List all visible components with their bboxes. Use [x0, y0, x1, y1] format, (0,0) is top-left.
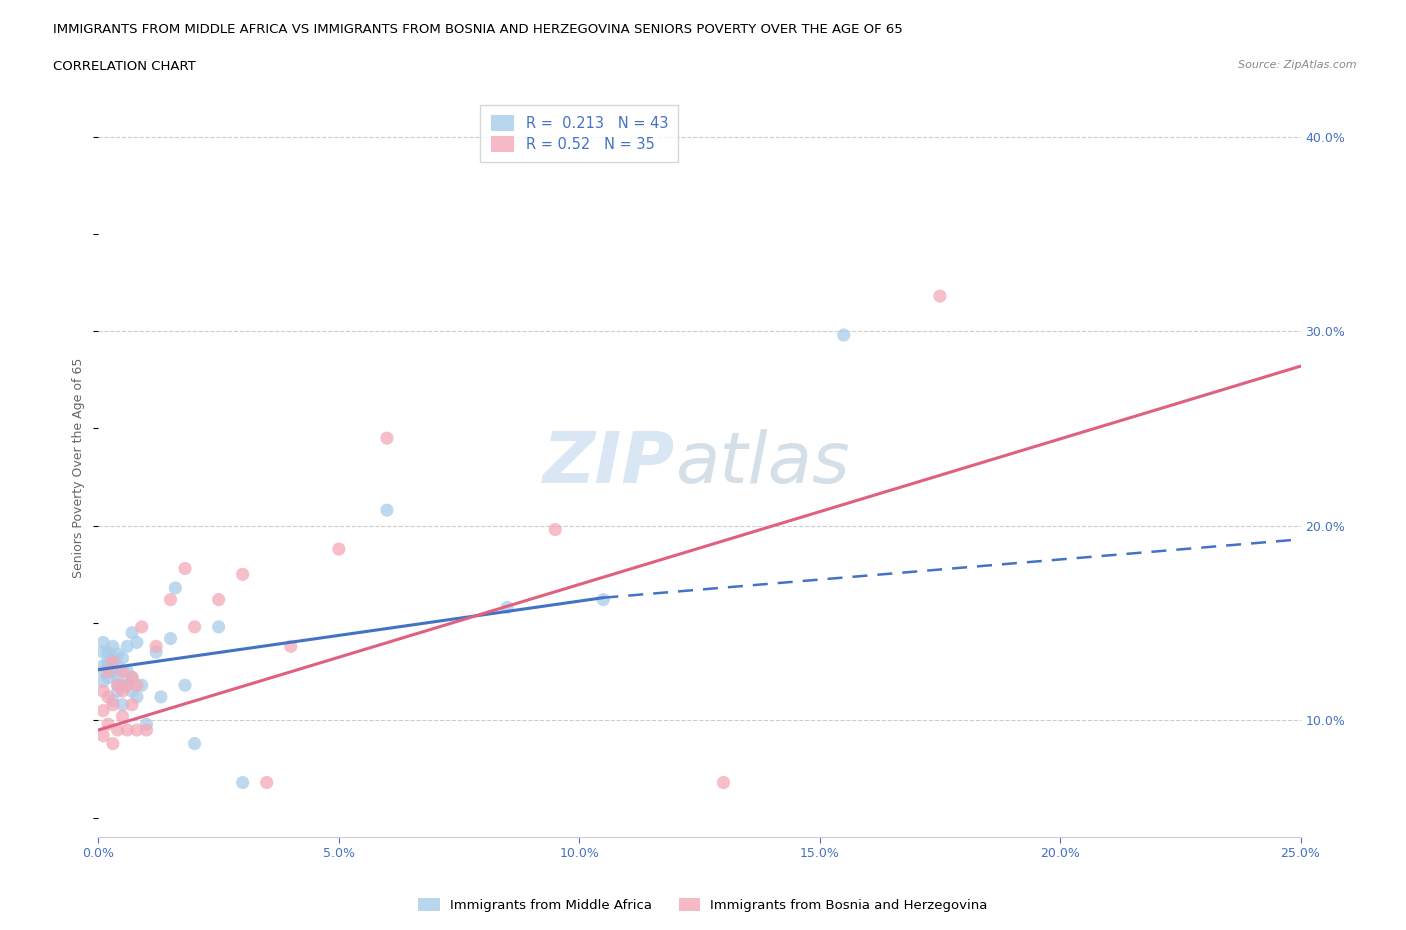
Point — [125, 678, 148, 693]
Point — [97, 655, 120, 670]
Point — [183, 619, 205, 634]
Text: ZIP: ZIP — [543, 429, 675, 498]
Point — [111, 678, 134, 693]
Point — [232, 567, 254, 582]
Point — [832, 327, 855, 342]
Point — [101, 639, 124, 654]
Point — [101, 655, 124, 670]
Point — [107, 684, 129, 698]
Point — [97, 670, 120, 684]
Point — [91, 644, 114, 659]
Point — [328, 541, 350, 556]
Point — [145, 639, 167, 654]
Text: atlas: atlas — [675, 429, 851, 498]
Point — [208, 619, 231, 634]
Point — [107, 658, 129, 673]
Point — [183, 737, 205, 751]
Point — [117, 723, 139, 737]
Point — [101, 664, 124, 679]
Point — [101, 651, 124, 666]
Point — [159, 592, 181, 607]
Point — [713, 775, 735, 790]
Point — [97, 644, 120, 659]
Point — [145, 644, 167, 659]
Point — [97, 689, 120, 704]
Point — [91, 684, 114, 698]
Point — [135, 717, 157, 732]
Y-axis label: Seniors Poverty Over the Age of 65: Seniors Poverty Over the Age of 65 — [72, 357, 86, 578]
Text: CORRELATION CHART: CORRELATION CHART — [53, 60, 197, 73]
Point — [544, 522, 567, 537]
Point — [91, 728, 114, 743]
Point — [496, 600, 519, 615]
Point — [174, 678, 197, 693]
Point — [101, 737, 124, 751]
Point — [121, 684, 143, 698]
Point — [928, 288, 950, 303]
Point — [592, 592, 614, 607]
Point — [232, 775, 254, 790]
Legend: Immigrants from Middle Africa, Immigrants from Bosnia and Herzegovina: Immigrants from Middle Africa, Immigrant… — [412, 892, 994, 919]
Point — [121, 670, 143, 684]
Text: IMMIGRANTS FROM MIDDLE AFRICA VS IMMIGRANTS FROM BOSNIA AND HERZEGOVINA SENIORS : IMMIGRANTS FROM MIDDLE AFRICA VS IMMIGRA… — [53, 23, 903, 36]
Point — [117, 639, 139, 654]
Point — [107, 670, 129, 684]
Point — [208, 592, 231, 607]
Point — [131, 678, 153, 693]
Point — [111, 709, 134, 724]
Point — [125, 635, 148, 650]
Point — [107, 723, 129, 737]
Point — [131, 619, 153, 634]
Point — [111, 684, 134, 698]
Point — [91, 658, 114, 673]
Point — [91, 703, 114, 718]
Point — [91, 674, 114, 689]
Text: Source: ZipAtlas.com: Source: ZipAtlas.com — [1239, 60, 1357, 71]
Point — [111, 651, 134, 666]
Point — [111, 664, 134, 679]
Point — [174, 561, 197, 576]
Point — [125, 723, 148, 737]
Point — [121, 698, 143, 712]
Point — [256, 775, 278, 790]
Legend: R =  0.213   N = 43, R = 0.52   N = 35: R = 0.213 N = 43, R = 0.52 N = 35 — [481, 105, 678, 162]
Point — [97, 717, 120, 732]
Point — [159, 631, 181, 646]
Point — [107, 646, 129, 661]
Point — [135, 723, 157, 737]
Point — [101, 694, 124, 709]
Point — [149, 689, 172, 704]
Point — [375, 503, 398, 518]
Point — [91, 635, 114, 650]
Point — [107, 678, 129, 693]
Point — [107, 678, 129, 693]
Point — [165, 580, 187, 595]
Point — [125, 689, 148, 704]
Point — [375, 431, 398, 445]
Point — [101, 698, 124, 712]
Point — [117, 678, 139, 693]
Point — [117, 664, 139, 679]
Point — [111, 698, 134, 712]
Point — [97, 658, 120, 673]
Point — [280, 639, 302, 654]
Point — [121, 670, 143, 684]
Point — [97, 664, 120, 679]
Point — [91, 664, 114, 679]
Point — [121, 625, 143, 640]
Point — [117, 678, 139, 693]
